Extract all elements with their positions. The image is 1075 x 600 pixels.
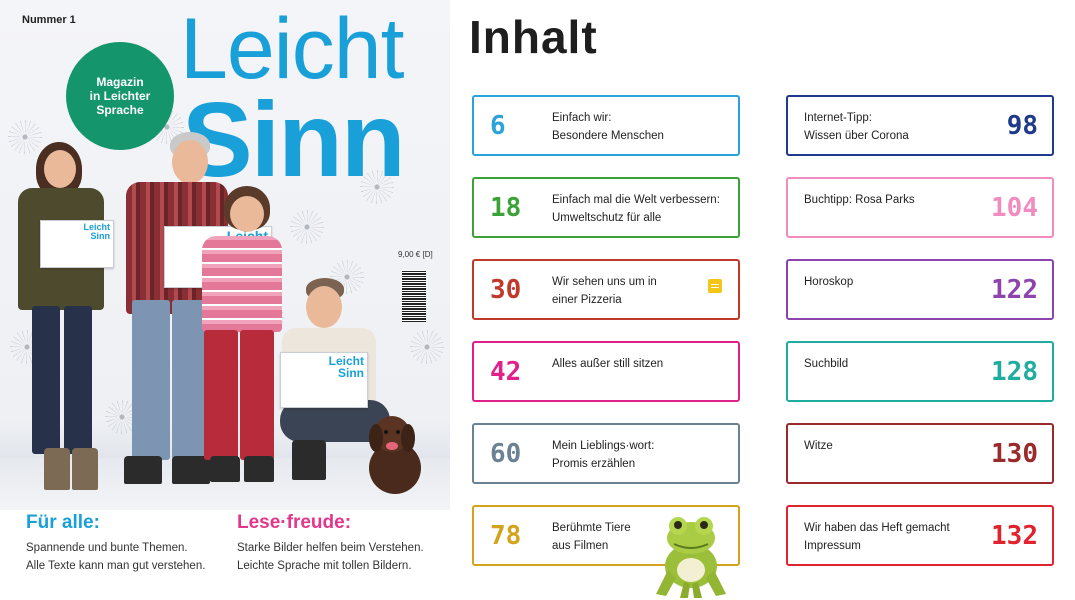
toc-entry-line: Wir sehen uns um in [552,276,657,288]
toc-entry-text: Suchbild [804,355,848,391]
toc-page-number: 98 [1006,111,1038,141]
toc-entry-line: Umweltschutz für alle [552,212,662,224]
magazine-cover: Nummer 1 Leicht Sinn Magazin in Leichter… [0,0,450,600]
toc-page-number: 128 [991,357,1038,387]
badge-line: in Leichter [89,89,151,103]
left-tagline-line: Alle Texte kann man gut verstehen. [26,560,206,572]
toc-entry-line: aus Filmen [552,540,609,552]
toc-entry-line: Wissen über Corona [804,130,909,142]
issue-number: Nummer 1 [22,14,76,26]
dandelion-pattern [410,330,444,364]
toc-entry-line [804,209,915,227]
toc-entry-line [804,291,853,309]
note-icon [708,279,722,293]
brown-dog-illustration [369,416,421,494]
right-tagline-line: Starke Bilder helfen beim Verstehen. [237,542,424,554]
toc-entry-line: Wir haben das Heft gemacht [804,522,950,534]
toc-entry-line: Alles außer still sitzen [552,358,664,370]
toc-entry-line: Suchbild [804,358,849,370]
toc-entry[interactable]: 18 Einfach mal die Welt verbessern: Umwelt… [472,177,740,238]
dandelion-pattern [360,170,394,204]
logo-leicht: Leicht [180,1,404,97]
right-tagline-line: Leichte Sprache mit tollen Bildern. [237,560,412,572]
toc-entry[interactable]: 98 Internet-Tipp: Wissen über Corona [786,95,1054,156]
badge-text: Magazin in Leichter Sprache [77,75,163,117]
toc-page-number: 18 [490,193,522,223]
toc-entry[interactable]: 60 Mein Lieblings·wort: Promis erzählen [472,423,740,484]
toc-entry-line: Promis erzählen [552,458,636,470]
dandelion-pattern [290,210,324,244]
toc-entry-line [804,455,833,473]
toc-entry[interactable]: 6 Einfach wir: Besondere Menschen [472,95,740,156]
toc-entry-line [552,373,663,391]
toc-entry-text: Witze [804,437,833,473]
toc-entry[interactable]: 130 Witze [786,423,1054,484]
toc-title: Inhalt [469,11,598,63]
logo-sinn: Sinn [182,81,406,199]
toc-entry-line: Internet-Tipp: [804,112,872,124]
toc-entry-text: Berühmte Tiere aus Filmen [552,519,631,555]
toc-page-number: 78 [490,521,522,551]
toc-entry-text: Alles außer still sitzen [552,355,663,391]
toc-page-number: 30 [490,275,522,305]
left-tagline-title: Für alle: [26,512,100,533]
toc-entry-text: Einfach wir: Besondere Menschen [552,109,664,145]
toc-entry-text: Wir haben das Heft gemacht Impressum [804,519,950,555]
toc-entry-line: Impressum [804,540,861,552]
language-badge: Magazin in Leichter Sprache [70,46,170,146]
toc-entry-line: Witze [804,440,833,452]
toc-entry-text: Internet-Tipp: Wissen über Corona [804,109,909,145]
toc-entry[interactable]: 122 Horoskop [786,259,1054,320]
toc-entry-line: Einfach wir: [552,112,612,124]
toc-entry[interactable]: 104 Buchtipp: Rosa Parks [786,177,1054,238]
cover-price: 9,00 € [D] [398,250,433,259]
toc-entry-text: Horoskop [804,273,853,309]
toc-entry-line: Horoskop [804,276,854,288]
toc-entry-text: Wir sehen uns um in einer Pizzeria [552,273,657,309]
toc-page-number: 60 [490,439,522,469]
barcode [402,270,426,322]
left-tagline-line: Spannende und bunte Themen. [26,542,188,554]
toc-page-number: 122 [991,275,1038,305]
toc-entry-text: Einfach mal die Welt verbessern: Umweltsc… [552,191,720,227]
frog-illustration [656,517,726,598]
toc-page-number: 132 [991,521,1038,551]
toc-page-number: 42 [490,357,522,387]
toc-entry[interactable]: 42 Alles außer still sitzen [472,341,740,402]
toc-page-number: 130 [991,439,1038,469]
badge-line: Sprache [96,103,144,117]
toc-entry-line: einer Pizzeria [552,294,622,306]
badge-line: Magazin [96,75,144,89]
toc-entry-line [804,373,848,391]
dandelion-pattern [8,120,42,154]
toc-entry[interactable]: 132 Wir haben das Heft gemacht Impressum [786,505,1054,566]
toc-entry-line: Berühmte Tiere [552,522,631,534]
toc-entry-text: Buchtipp: Rosa Parks [804,191,915,227]
toc-entry[interactable]: 30 Wir sehen uns um in einer Pizzeria [472,259,740,320]
toc-entry-line: Besondere Menschen [552,130,664,142]
toc-entry[interactable]: 128 Suchbild [786,341,1054,402]
toc-entry-text: Mein Lieblings·wort: Promis erzählen [552,437,654,473]
toc-entry-line: Mein Lieblings·wort: [552,440,655,452]
toc-page-number: 6 [490,111,506,141]
toc-entry-line: Einfach mal die Welt verbessern: [552,194,720,206]
toc-page-number: 104 [991,193,1038,223]
right-tagline-title: Lese·freude: [237,512,352,533]
toc-entry-line: Buchtipp: Rosa Parks [804,194,915,206]
